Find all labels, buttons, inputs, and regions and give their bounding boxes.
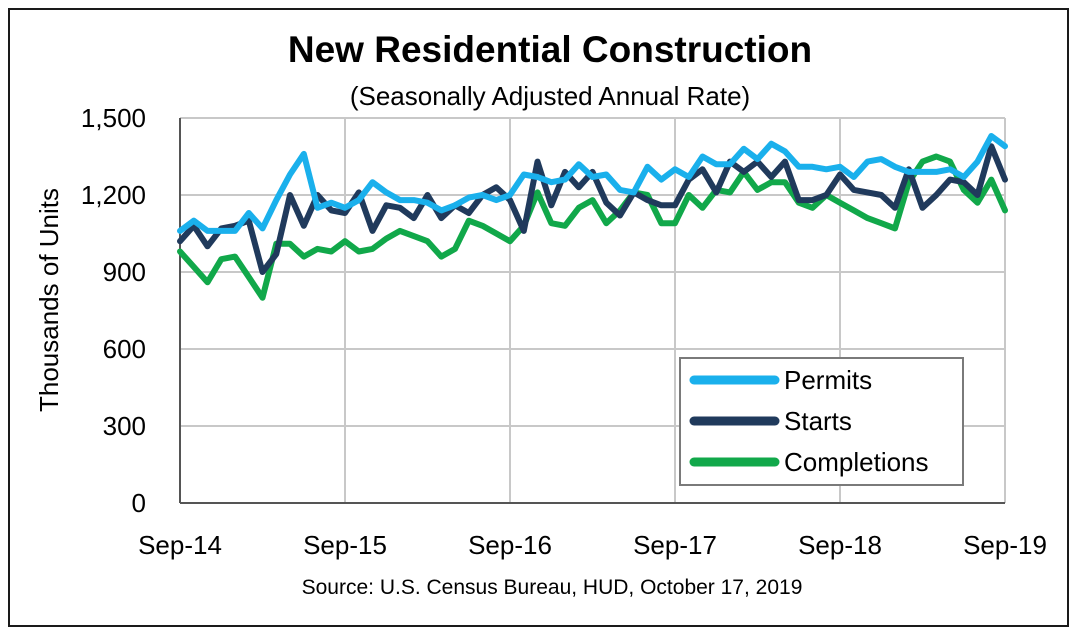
y-tick-label: 900 [103,257,146,287]
legend-label-completions: Completions [784,447,929,477]
source-note: Source: U.S. Census Bureau, HUD, October… [302,576,803,599]
series-line-permits [177,133,1008,234]
x-tick-label: Sep-15 [303,530,387,560]
x-tick-label: Sep-19 [963,530,1047,560]
series-line-completions [177,153,1008,301]
y-tick-labels: 0 300 600 900 1,200 1,500 [81,103,146,518]
x-tick-labels: Sep-14 Sep-15 Sep-16 Sep-17 Sep-18 Sep-19 [138,530,1047,560]
y-tick-label: 0 [132,488,146,518]
x-tick-label: Sep-17 [633,530,717,560]
legend: Permits Starts Completions [679,357,964,486]
y-axis-label: Thousands of Units [34,188,64,412]
x-tick-label: Sep-16 [468,530,552,560]
legend-label-starts: Starts [784,406,852,436]
y-tick-label: 300 [103,411,146,441]
series-lines [177,133,1008,301]
x-tick-label: Sep-14 [138,530,222,560]
x-tick-label: Sep-18 [798,530,882,560]
series-line-starts [177,143,1008,275]
chart-frame [8,8,1069,627]
legend-label-permits: Permits [784,365,872,395]
chart-subtitle: (Seasonally Adjusted Annual Rate) [350,81,750,111]
y-tick-label: 1,200 [81,180,146,210]
axes [179,118,1005,504]
y-tick-label: 600 [103,334,146,364]
y-tick-label: 1,500 [81,103,146,133]
chart-title: New Residential Construction [288,29,812,70]
